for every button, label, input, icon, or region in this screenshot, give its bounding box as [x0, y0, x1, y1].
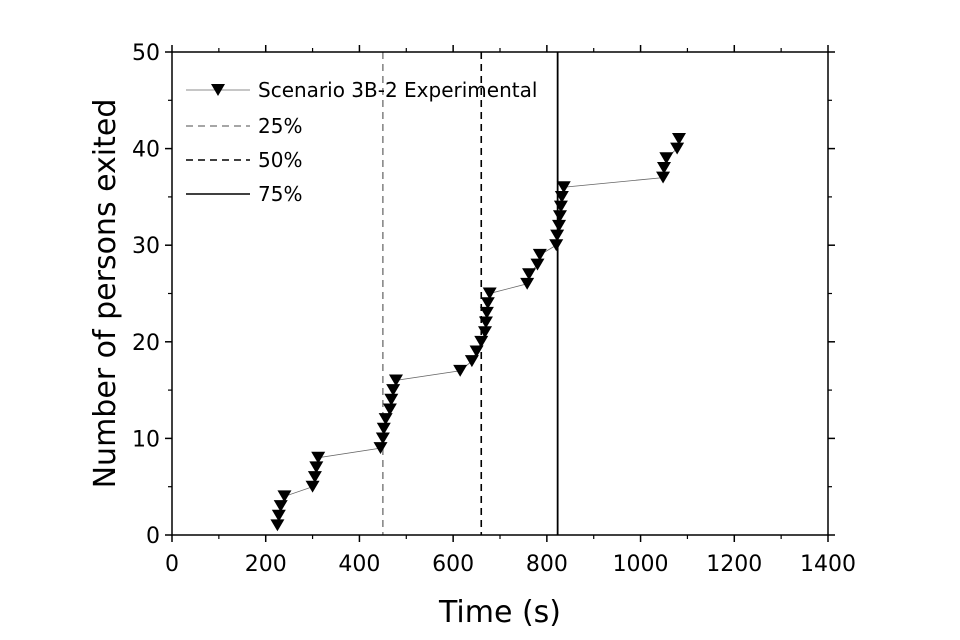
legend-entry-25pct: 25% [186, 114, 302, 138]
y-tick-label: 20 [132, 331, 160, 356]
data-point [532, 248, 547, 261]
data-point [307, 471, 322, 483]
data-point [271, 509, 286, 522]
data-point [273, 500, 288, 512]
series-line [277, 138, 680, 526]
data-point [670, 142, 685, 155]
series-markers [270, 132, 686, 532]
data-point [376, 422, 391, 435]
data-point [309, 461, 324, 474]
data-point [311, 451, 326, 464]
data-point [520, 277, 535, 290]
data-point [384, 393, 399, 406]
legend-entry-series: Scenario 3B-2 Experimental [186, 78, 537, 102]
data-point [478, 316, 493, 329]
data-point [469, 345, 484, 358]
data-point [671, 132, 686, 145]
data-point [656, 171, 671, 184]
data-point [480, 297, 495, 310]
data-point [305, 480, 320, 493]
legend-label: 50% [258, 148, 302, 172]
data-point [388, 374, 403, 387]
y-tick-label: 10 [132, 427, 160, 452]
x-tick-label: 200 [245, 552, 287, 577]
legend-label: 75% [258, 182, 302, 206]
data-point [464, 355, 479, 368]
data-point [479, 306, 494, 319]
legend-entry-50pct: 50% [186, 148, 302, 172]
y-tick-label: 50 [132, 41, 160, 66]
x-tick-label: 1200 [706, 552, 762, 577]
data-point [657, 161, 671, 174]
y-axis-title: Number of persons exited [88, 99, 123, 489]
data-point [474, 335, 489, 348]
x-tick-label: 0 [165, 552, 179, 577]
x-axis-title: Time (s) [438, 595, 561, 630]
data-point [378, 413, 393, 426]
data-point [556, 181, 571, 194]
y-tick-label: 0 [146, 524, 160, 549]
ticks: 0 200 400 600 800 1000 1200 1400 0 10 20 30 40 50 [132, 41, 856, 577]
legend-entry-75pct: 75% [186, 182, 302, 206]
data-point [478, 326, 493, 339]
data-point [659, 152, 674, 165]
data-point [549, 239, 564, 252]
legend: Scenario 3B-2 Experimental 25% 50% 75% [186, 78, 537, 206]
data-point [382, 403, 397, 416]
x-tick-label: 1400 [800, 552, 856, 577]
data-point [552, 219, 567, 232]
legend-label: 25% [258, 114, 302, 138]
data-point [482, 287, 497, 300]
y-tick-label: 40 [132, 138, 160, 163]
legend-swatch-marker [211, 84, 225, 96]
data-point [270, 519, 285, 532]
data-point [522, 268, 537, 281]
data-point [554, 190, 569, 203]
data-point [530, 258, 545, 271]
x-tick-label: 600 [432, 552, 474, 577]
data-point [386, 384, 401, 397]
data-point [375, 432, 390, 445]
x-tick-label: 1000 [613, 552, 669, 577]
data-point [550, 229, 565, 242]
reference-lines [382, 52, 559, 535]
data-point [553, 200, 568, 213]
data-point [453, 364, 468, 377]
x-tick-label: 400 [338, 552, 380, 577]
data-point [277, 490, 292, 503]
legend-label-series: Scenario 3B-2 Experimental [258, 78, 537, 102]
series-line-group [277, 138, 680, 526]
data-point [552, 210, 567, 223]
y-tick-label: 30 [132, 234, 160, 259]
x-tick-label: 800 [526, 552, 568, 577]
data-point [373, 442, 388, 455]
